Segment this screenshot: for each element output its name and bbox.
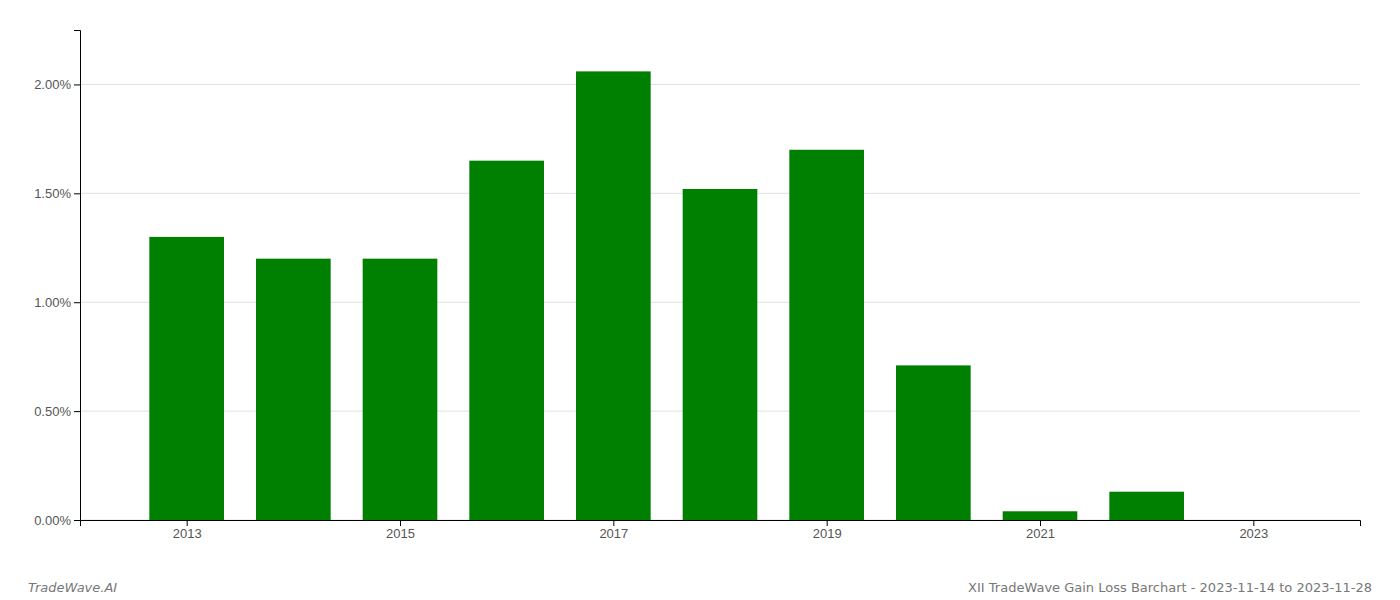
- tick: 2019: [813, 520, 842, 541]
- footer: TradeWave.AI XII TradeWave Gain Loss Barc…: [28, 580, 1372, 595]
- tick-label: 2.00%: [34, 77, 71, 92]
- y-axis: 0.00% 0.50% 1.00% 1.50% 2.00%: [34, 31, 80, 528]
- tick-label: 0.50%: [34, 404, 71, 419]
- bars: [149, 71, 1184, 520]
- tick-mark: [1253, 520, 1254, 526]
- tick-mark: [613, 520, 614, 526]
- tick-mark: [400, 520, 401, 526]
- axis-line: [74, 31, 81, 521]
- bar: [363, 259, 438, 520]
- tick: 2023: [1239, 520, 1268, 541]
- tick-mark: [1040, 520, 1041, 526]
- tick-mark: [74, 520, 80, 521]
- chart: 2013 2015 2017 2019 2021 2023 0.00% 0.50% 1.00% 1…: [0, 0, 1400, 600]
- tick-mark: [74, 84, 80, 85]
- tick: 2021: [1026, 520, 1055, 541]
- tick-mark: [187, 520, 188, 526]
- tick: 0.00%: [34, 513, 80, 528]
- footer-right: XII TradeWave Gain Loss Barchart - 2023-…: [968, 580, 1372, 595]
- tick-label: 1.50%: [34, 186, 71, 201]
- plot: 2013 2015 2017 2019 2021 2023 0.00% 0.50% 1.00% 1…: [34, 31, 1360, 542]
- bar: [1003, 511, 1078, 520]
- tick-label: 2021: [1026, 526, 1055, 541]
- bar: [256, 259, 331, 520]
- bar: [469, 161, 544, 520]
- tick: 1.00%: [34, 295, 80, 310]
- bar: [683, 189, 758, 520]
- bar: [149, 237, 224, 520]
- tick-label: 2017: [599, 526, 628, 541]
- tick-label: 1.00%: [34, 295, 71, 310]
- tick-mark: [827, 520, 828, 526]
- grid-line: [80, 84, 1360, 85]
- bar: [1216, 520, 1291, 521]
- tick-label: 2023: [1239, 526, 1268, 541]
- tick-mark: [74, 302, 80, 303]
- tick: 0.50%: [34, 404, 80, 419]
- tick: 2.00%: [34, 77, 80, 92]
- bar: [1109, 492, 1184, 520]
- tick: 1.50%: [34, 186, 80, 201]
- bar: [576, 71, 651, 520]
- tick-label: 0.00%: [34, 513, 71, 528]
- axis-line: [81, 521, 1361, 527]
- footer-left: TradeWave.AI: [28, 580, 117, 595]
- bar: [896, 365, 971, 520]
- tick: 2017: [599, 520, 628, 541]
- tick-label: 2013: [173, 526, 202, 541]
- grid: [80, 84, 1360, 520]
- tick: 2013: [173, 520, 202, 541]
- tick-label: 2019: [813, 526, 842, 541]
- tick-label: 2015: [386, 526, 415, 541]
- tick-mark: [74, 193, 80, 194]
- tick-mark: [74, 411, 80, 412]
- x-axis: 2013 2015 2017 2019 2021 2023: [81, 520, 1361, 541]
- bar: [789, 150, 864, 520]
- tick: 2015: [386, 520, 415, 541]
